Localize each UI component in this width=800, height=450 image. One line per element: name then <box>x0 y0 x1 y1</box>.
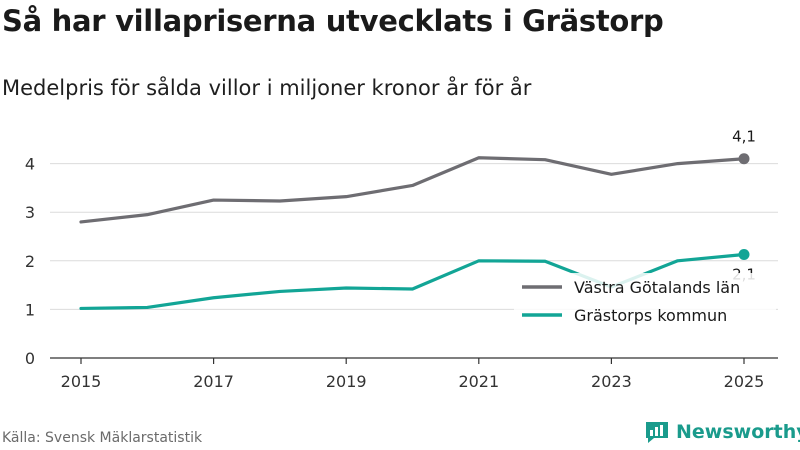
x-tick-label: 2015 <box>61 372 102 391</box>
legend-background <box>514 273 776 329</box>
series-end-point <box>738 248 750 260</box>
brand-logo: Newsworthy <box>644 420 800 444</box>
y-tick-label: 2 <box>25 252 35 271</box>
legend: Västra Götalands län Grästorps kommun <box>514 273 776 329</box>
x-tick-label: 2017 <box>193 372 234 391</box>
series-line <box>79 156 746 224</box>
y-tick-label: 4 <box>25 155 35 174</box>
y-tick-label: 0 <box>25 349 35 368</box>
series-end-point <box>738 153 750 165</box>
legend-label: Västra Götalands län <box>574 278 740 297</box>
x-tick-label: 2023 <box>591 372 632 391</box>
y-tick-label: 3 <box>25 203 35 222</box>
x-tick-label: 2019 <box>326 372 367 391</box>
legend-label: Grästorps kommun <box>574 306 727 325</box>
source-note: Källa: Svensk Mäklarstatistik <box>2 430 203 446</box>
chart-title: Så har villapriserna utvecklats i Grästo… <box>2 4 664 38</box>
axis-layer: 0 1 2 3 4 2015 2017 2019 2021 2023 2025 <box>25 155 778 391</box>
data-label: 4,1 <box>732 128 756 146</box>
brand-name: Newsworthy <box>676 421 800 443</box>
x-tick-label: 2025 <box>724 372 765 391</box>
x-tick-label: 2021 <box>458 372 499 391</box>
chart-subtitle: Medelpris för sålda villor i miljoner kr… <box>2 76 532 100</box>
y-tick-label: 1 <box>25 300 35 319</box>
newsworthy-logo-icon <box>646 422 668 443</box>
label-layer: 4,12,1 <box>732 128 756 284</box>
